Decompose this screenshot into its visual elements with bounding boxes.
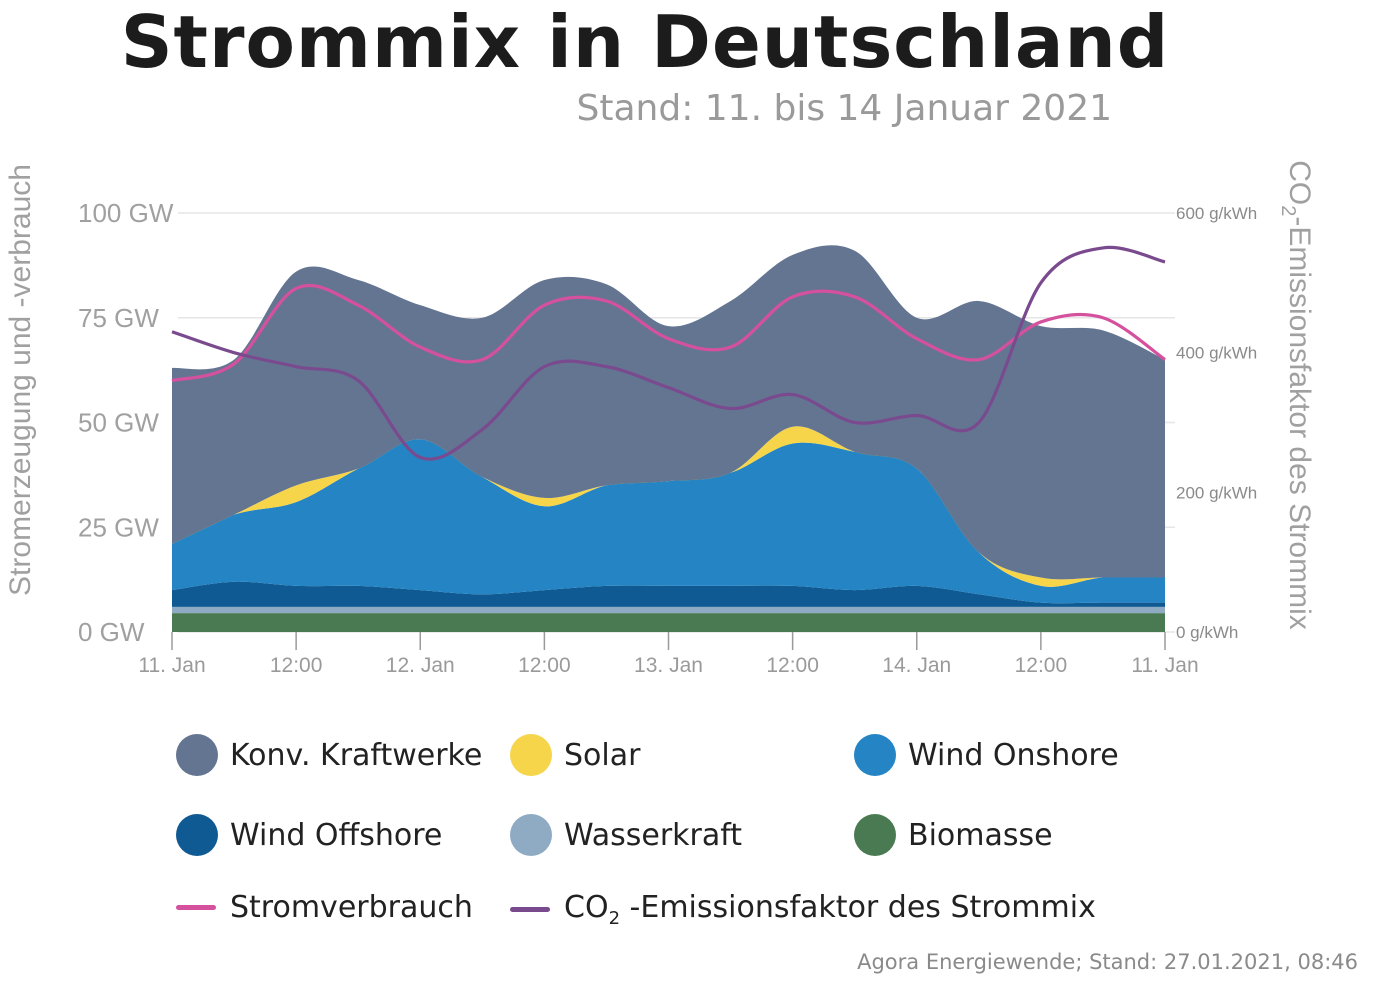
y2-tick-label: 0 g/kWh xyxy=(1176,623,1238,642)
legend-bio-label: Biomasse xyxy=(908,817,1053,853)
area-hydro xyxy=(172,606,1165,614)
y-tick-label: 100 GW xyxy=(78,198,174,228)
area-offshore xyxy=(172,581,1165,607)
legend-solar-label: Solar xyxy=(564,737,641,773)
legend-verbrauch-swatch xyxy=(176,905,216,910)
chart-title: Strommix in Deutschland xyxy=(120,0,1170,84)
legend-offshore-swatch xyxy=(176,814,218,856)
y-tick-label: 25 GW xyxy=(78,512,159,542)
y-tick-label: 75 GW xyxy=(78,303,159,333)
legend-co2-swatch xyxy=(510,907,550,912)
legend-offshore: Wind Offshore xyxy=(176,814,442,856)
y-axis-right: 0 g/kWh 200 g/kWh 400 g/kWh 600 g/kWh xyxy=(1176,204,1257,642)
x-tick-label: 12:00 xyxy=(766,654,819,677)
chart-area: 0 GW 25 GW 50 GW 75 GW 100 GW 0 g/kWh 200 g/k… xyxy=(4,160,1316,677)
x-tick-label: 12:00 xyxy=(270,654,323,677)
legend-bio-swatch xyxy=(854,814,896,856)
area-konv xyxy=(172,245,1165,580)
x-tick-label: 13. Jan xyxy=(634,654,703,677)
x-tick-label: 12:00 xyxy=(1015,654,1068,677)
y-tick-label: 0 GW xyxy=(78,617,145,647)
line-verbrauch xyxy=(171,283,1166,383)
legend-solar-swatch xyxy=(510,734,552,776)
legend-onshore: Wind Onshore xyxy=(854,734,1119,776)
legend-hydro-swatch xyxy=(510,814,552,856)
x-tick-label: 11. Jan xyxy=(138,654,205,677)
legend-konv-label: Konv. Kraftwerke xyxy=(230,737,483,773)
legend-hydro-label: Wasserkraft xyxy=(564,817,743,853)
legend-konv-swatch xyxy=(176,734,218,776)
source-note: Agora Energiewende; Stand: 27.01.2021, 0… xyxy=(857,950,1358,974)
area-onshore xyxy=(172,439,1165,604)
y2-tick-label: 600 g/kWh xyxy=(1176,204,1257,223)
y2-tick-label: 400 g/kWh xyxy=(1176,344,1257,363)
x-tick-label: 12:00 xyxy=(518,654,571,677)
y-axis-left: 0 GW 25 GW 50 GW 75 GW 100 GW xyxy=(78,198,174,647)
chart-subtitle: Stand: 11. bis 14 Januar 2021 xyxy=(576,88,1113,129)
stacked-areas xyxy=(172,245,1165,632)
legend-konv: Konv. Kraftwerke xyxy=(176,734,482,776)
legend-onshore-label: Wind Onshore xyxy=(908,737,1119,773)
legend-offshore-label: Wind Offshore xyxy=(230,817,443,853)
legend-onshore-swatch xyxy=(854,734,896,776)
x-tick-label: 12. Jan xyxy=(386,654,455,677)
legend-co2: CO2 -Emissionsfaktor des Strommix xyxy=(510,890,1096,929)
legend-solar: Solar xyxy=(510,734,640,776)
x-tick-label: 14. Jan xyxy=(882,654,951,677)
x-tick-label: 11. Jan xyxy=(1131,654,1198,677)
y2-tick-label: 200 g/kWh xyxy=(1176,483,1257,502)
legend-verbrauch-label: Stromverbrauch xyxy=(230,890,473,925)
line-co2 xyxy=(171,245,1166,461)
x-axis: 11. Jan 12:00 12. Jan 12:00 13. Jan 12:00 14. … xyxy=(138,632,1199,677)
legend-co2-label: CO2 -Emissionsfaktor des Strommix xyxy=(564,890,1096,929)
line-series xyxy=(171,245,1166,461)
legend-hydro: Wasserkraft xyxy=(510,814,742,856)
y2-axis-label: CO2-Emissionsfaktor des Strommix xyxy=(1277,160,1316,630)
area-bio xyxy=(172,613,1165,632)
legend-bio: Biomasse xyxy=(854,814,1053,856)
y-tick-label: 50 GW xyxy=(78,408,159,438)
legend-verbrauch: Stromverbrauch xyxy=(176,890,473,925)
y-axis-label: Stromerzeugung und -verbrauch xyxy=(4,164,37,596)
